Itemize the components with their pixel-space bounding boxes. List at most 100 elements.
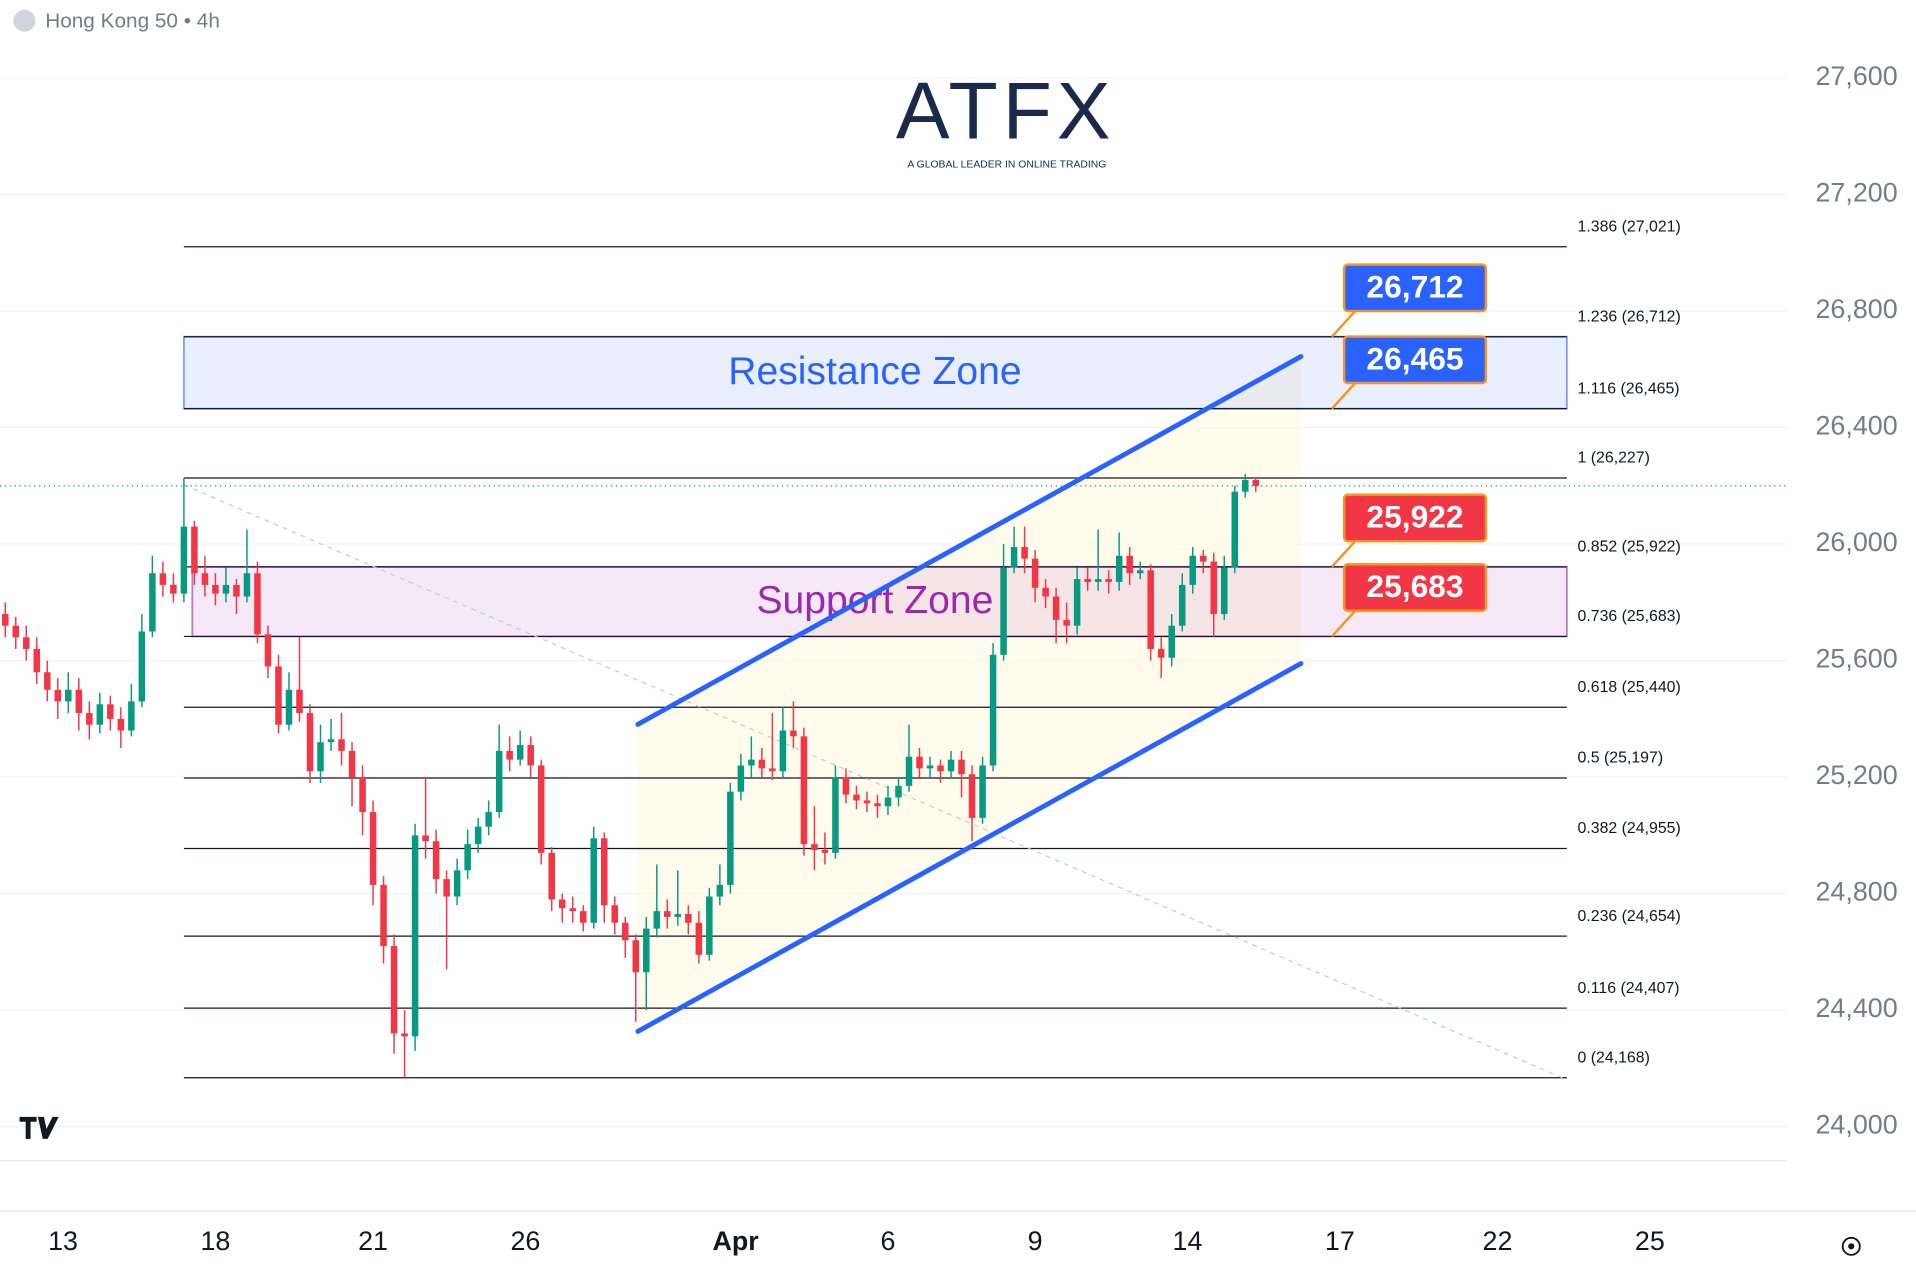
candle-body [947, 759, 955, 772]
callout-pointer [1331, 309, 1358, 338]
y-tick-label: 27,600 [1815, 61, 1897, 91]
fib-label: 0.5 (25,197) [1578, 750, 1664, 767]
x-tick-label: 9 [1028, 1226, 1043, 1256]
candle-body [758, 759, 766, 769]
candle-body [1242, 480, 1249, 492]
fib-label: 0.236 (24,654) [1578, 908, 1681, 925]
candle-body [1136, 570, 1144, 574]
candle-body [159, 573, 167, 585]
candle-body [212, 584, 219, 594]
candle-body [1157, 648, 1165, 658]
candle-body [1178, 584, 1186, 626]
candle-body [75, 689, 83, 714]
candle-body [685, 914, 692, 923]
symbol-title: Hong Kong 50 • 4h [45, 9, 220, 32]
fib-label: 0.116 (24,407) [1578, 980, 1680, 997]
candle-body [233, 584, 240, 597]
candle-body [191, 526, 198, 574]
candle-body [821, 849, 829, 853]
candle-body [622, 922, 629, 941]
zone [182, 335, 1568, 410]
candle-body [317, 742, 324, 772]
candle-body [1105, 579, 1112, 582]
candle-body [958, 759, 965, 775]
candle-body [737, 765, 745, 792]
candle-body [537, 765, 545, 853]
candle-body [905, 756, 913, 786]
x-tick-label: 26 [510, 1226, 540, 1256]
candle-body [664, 911, 671, 917]
candle-body [674, 914, 682, 917]
candle-body [411, 835, 419, 1037]
candle-body [895, 785, 902, 798]
candle-body [706, 896, 713, 955]
candle-body [338, 739, 345, 751]
candle-body [600, 838, 608, 906]
candle-body [727, 791, 734, 885]
channel-fill [637, 356, 1301, 1032]
candle-body [138, 631, 146, 702]
candle-body [201, 573, 209, 585]
candle-body [65, 689, 72, 702]
x-tick-label: 22 [1483, 1226, 1513, 1256]
x-tick-label: 14 [1173, 1226, 1203, 1256]
candle-body [44, 672, 51, 690]
price-callout-text: 26,712 [1366, 268, 1463, 304]
candle-body [989, 654, 997, 766]
candle-body [275, 666, 282, 725]
candle-body [1052, 596, 1060, 620]
candle-body [54, 689, 62, 702]
candle-body [485, 812, 492, 827]
candle-body [916, 756, 923, 769]
callout-pointer [1331, 608, 1358, 638]
candle-body [180, 526, 188, 594]
price-callout [1342, 563, 1488, 613]
candle-body [842, 777, 850, 795]
candle-body [1221, 567, 1228, 615]
fib-label: 1.236 (26,712) [1578, 308, 1681, 325]
candle-body [1094, 579, 1102, 582]
candle-body [874, 803, 881, 807]
candle-body [590, 838, 597, 923]
y-tick-label: 24,800 [1815, 877, 1897, 907]
candle-body [401, 1033, 408, 1037]
symbol-icon [13, 9, 36, 32]
candle-body [695, 922, 703, 955]
candle-body [23, 637, 30, 649]
candle-body [254, 573, 261, 635]
candle-body [222, 584, 230, 594]
candle-body [769, 768, 776, 772]
candle-body [306, 713, 314, 772]
candle-body [937, 765, 944, 772]
candle-body [1084, 579, 1091, 582]
y-tick-label: 26,400 [1815, 411, 1897, 441]
candle-body [86, 713, 93, 725]
price-callout-text: 25,683 [1366, 568, 1463, 604]
candle-body [474, 826, 482, 845]
fib-label: 0.736 (25,683) [1578, 608, 1681, 625]
candle-body [1000, 567, 1007, 655]
candle-body [1126, 555, 1133, 574]
callout-pointer [1331, 380, 1358, 410]
fib-label: 0.382 (24,955) [1578, 820, 1681, 837]
candle-body [107, 704, 114, 719]
price-callout [1342, 263, 1488, 313]
candle-body [264, 634, 272, 667]
settings-button[interactable] [1841, 1236, 1861, 1256]
tv-logo [19, 1116, 59, 1139]
candle-body [453, 870, 461, 897]
candle-body [579, 911, 587, 923]
candle-body [548, 852, 555, 900]
candle-body [243, 573, 251, 597]
candle-body [516, 745, 524, 760]
candle-body [422, 835, 429, 842]
candle-body [558, 899, 566, 909]
price-callout-text: 25,922 [1366, 499, 1463, 535]
callout-pointer [1331, 539, 1358, 568]
y-tick-label: 26,000 [1815, 527, 1897, 557]
candle-body [327, 739, 335, 743]
candle-body [643, 928, 650, 973]
candle-body [926, 765, 934, 769]
